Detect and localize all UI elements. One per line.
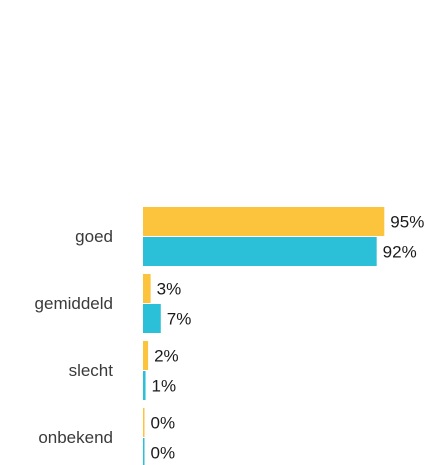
data-label: 0% <box>151 444 176 463</box>
bar <box>143 207 385 236</box>
bar <box>143 274 151 303</box>
data-label: 3% <box>157 280 182 299</box>
data-label: 95% <box>390 213 424 232</box>
data-label: 2% <box>154 347 179 366</box>
data-label: 0% <box>151 414 176 433</box>
data-label: 1% <box>152 377 177 396</box>
category-label: gemiddeld <box>35 294 113 313</box>
bar <box>143 371 146 400</box>
data-label: 92% <box>383 243 417 262</box>
category-label: goed <box>75 227 113 246</box>
category-label: onbekend <box>38 428 113 447</box>
bars <box>143 207 385 465</box>
value-labels: 95% 92% 3% 7% 2% 1% 0% 0% <box>151 213 425 463</box>
bar <box>143 237 377 266</box>
bar <box>143 408 145 437</box>
category-labels: goed gemiddeld slecht onbekend <box>35 227 114 447</box>
category-label: slecht <box>69 361 114 380</box>
bar <box>143 304 161 333</box>
bar <box>143 438 145 465</box>
data-label: 7% <box>167 310 192 329</box>
bar <box>143 341 149 370</box>
